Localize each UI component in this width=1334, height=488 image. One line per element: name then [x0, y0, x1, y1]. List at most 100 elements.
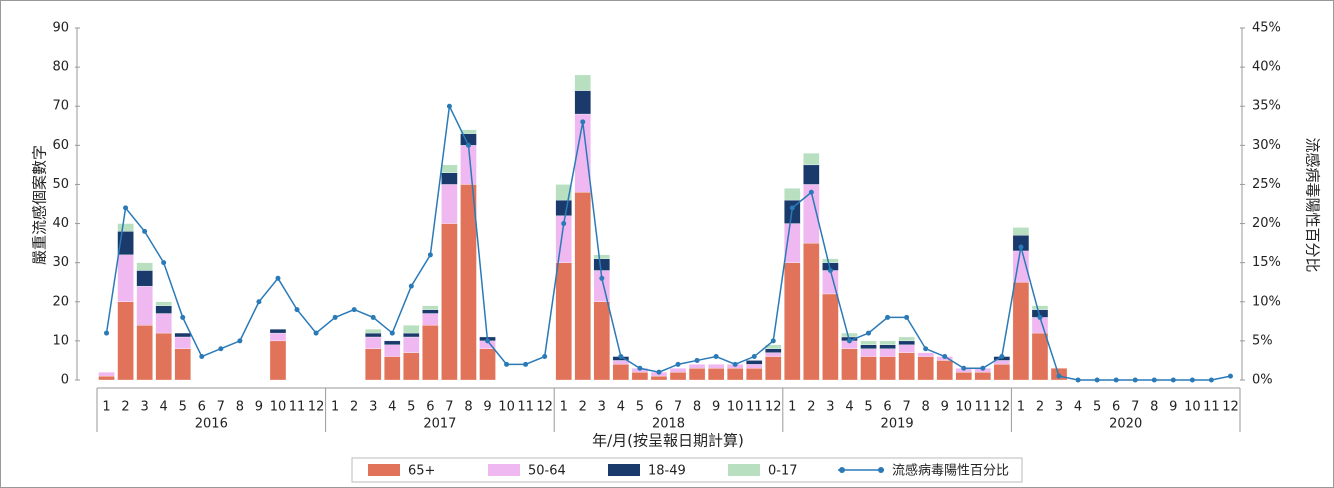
x-tick-label: 3	[598, 400, 606, 415]
bar-segment	[822, 293, 839, 381]
y-tick-label: 80	[52, 60, 69, 75]
x-tick-label: 2	[807, 400, 815, 415]
bar-segment	[403, 332, 420, 338]
line-point	[599, 275, 605, 281]
line-point	[332, 314, 338, 320]
x-axis-title: 年/月(按呈報日期計算)	[592, 432, 744, 450]
line-point	[866, 330, 872, 336]
legend-swatch	[488, 464, 520, 476]
line-point	[885, 314, 891, 320]
y-tick-label: 60	[52, 138, 69, 153]
x-tick-label: 8	[1150, 400, 1158, 415]
line-point	[713, 354, 719, 360]
bar-segment	[384, 356, 401, 381]
bar-segment	[136, 325, 153, 381]
bar-segment	[403, 325, 420, 334]
bar-segment	[974, 372, 991, 381]
line-point	[485, 338, 491, 344]
line-point	[370, 314, 376, 320]
bar-segment	[898, 352, 915, 381]
bar-segment	[384, 344, 401, 357]
x-tick-label: 7	[674, 400, 682, 415]
x-tick-label: 3	[826, 400, 834, 415]
y2-axis-title: 流感病毒陽性百分比	[1304, 137, 1322, 272]
x-tick-label: 8	[922, 400, 930, 415]
x-tick-label: 9	[255, 400, 263, 415]
legend-label: 50-64	[528, 464, 566, 479]
line-point	[446, 103, 452, 109]
legend-swatch	[608, 464, 640, 476]
y-axis-title: 嚴重流感個案數字	[31, 145, 49, 265]
line-point	[1056, 373, 1062, 379]
bar-segment	[593, 301, 610, 381]
x-tick-label: 1	[788, 400, 796, 415]
bar-segment	[879, 356, 896, 381]
bar-segment	[860, 340, 877, 345]
bar-segment	[727, 368, 744, 381]
bar-segment	[155, 313, 172, 334]
line-point	[1037, 314, 1043, 320]
bar-segment	[384, 340, 401, 345]
bar-segment	[765, 348, 782, 353]
legend-box	[351, 457, 1023, 483]
line-point	[923, 346, 929, 352]
x-tick-label: 12	[994, 400, 1011, 415]
x-tick-label: 5	[407, 400, 415, 415]
bar-segment	[365, 332, 382, 338]
x-tick-label: 12	[308, 400, 325, 415]
bar-segment	[117, 301, 134, 381]
x-tick-label: 7	[445, 400, 453, 415]
x-tick-label: 9	[483, 400, 491, 415]
x-tick-label: 10	[956, 400, 973, 415]
line-point	[980, 365, 986, 371]
x-tick-label: 5	[636, 400, 644, 415]
line-point	[123, 205, 129, 211]
bar-segment	[98, 372, 115, 377]
y2-tick-label: 30%	[1252, 138, 1281, 153]
x-tick-label: 7	[217, 400, 225, 415]
bar-segment	[898, 340, 915, 345]
x-tick-label: 1	[560, 400, 568, 415]
x-tick-label: 4	[845, 400, 853, 415]
bar-segment	[917, 352, 934, 357]
bar-segment	[422, 313, 439, 326]
bar-segment	[441, 223, 458, 381]
line-point	[294, 307, 300, 313]
bar-segment	[555, 184, 572, 201]
line-point	[1094, 377, 1100, 383]
year-label: 2017	[423, 417, 456, 432]
bar-segment	[155, 305, 172, 314]
line-point	[351, 307, 357, 313]
x-tick-label: 1	[331, 400, 339, 415]
line-point	[675, 361, 681, 367]
x-tick-label: 10	[727, 400, 744, 415]
x-tick-label: 11	[517, 400, 534, 415]
x-tick-label: 12	[1222, 400, 1239, 415]
bar-segment	[174, 348, 191, 381]
legend-label: 65+	[408, 464, 435, 479]
x-tick-label: 1	[1017, 400, 1025, 415]
bar-segment	[936, 360, 953, 381]
x-tick-label: 9	[1169, 400, 1177, 415]
line-point	[389, 330, 395, 336]
x-tick-label: 4	[617, 400, 625, 415]
line-point	[1132, 377, 1138, 383]
bar-segment	[879, 340, 896, 345]
x-tick-label: 5	[179, 400, 187, 415]
y2-tick-label: 45%	[1252, 21, 1281, 36]
x-tick-label: 10	[498, 400, 515, 415]
y2-tick-label: 10%	[1252, 294, 1281, 309]
y-tick-label: 20	[52, 294, 69, 309]
y2-tick-label: 40%	[1252, 60, 1281, 75]
x-tick-label: 6	[883, 400, 891, 415]
bar-segment	[117, 223, 134, 232]
bar-segment	[841, 332, 858, 338]
bar-segment	[574, 192, 591, 381]
bar-segment	[688, 364, 706, 369]
line-point	[1170, 377, 1176, 383]
line-point	[732, 361, 738, 367]
bar-segment	[593, 254, 610, 259]
bar-segment	[631, 372, 649, 381]
line-point	[465, 142, 471, 148]
legend-swatch	[728, 464, 760, 476]
